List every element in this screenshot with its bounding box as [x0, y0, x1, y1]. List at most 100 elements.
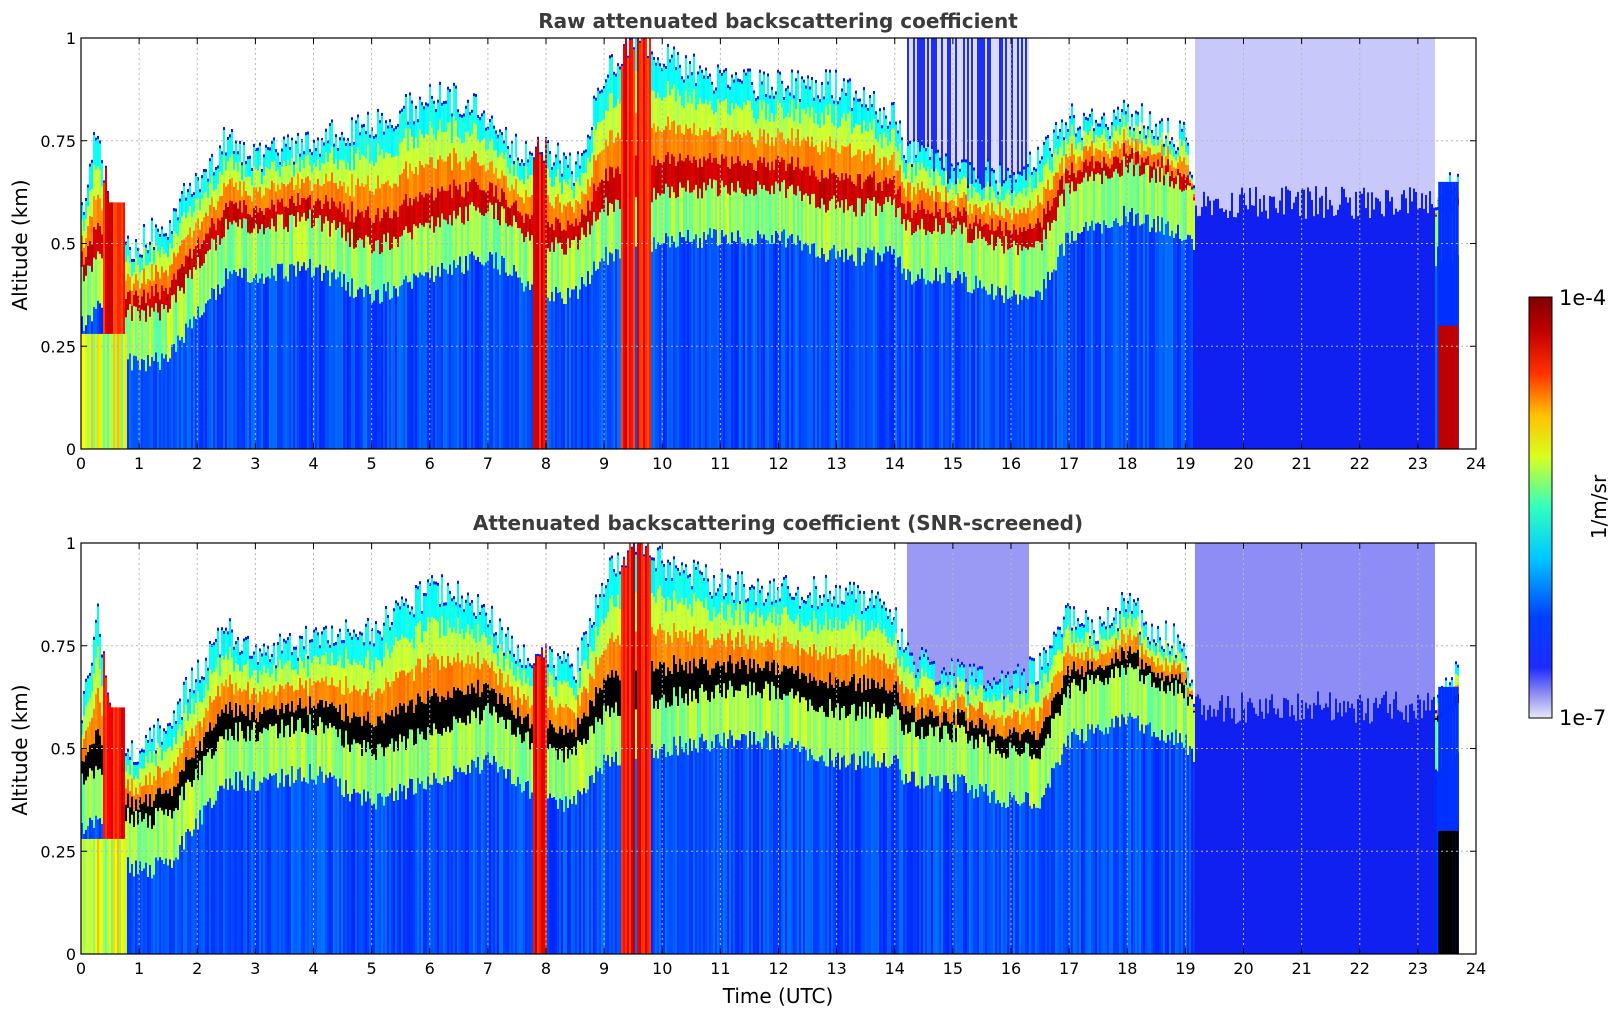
- heatmap-cell: [503, 158, 505, 176]
- heatmap-cell: [1433, 207, 1435, 449]
- heatmap-column: [1091, 108, 1093, 449]
- heatmap-cell: [955, 183, 957, 195]
- heatmap-column: [231, 129, 233, 449]
- heatmap-cell: [1061, 175, 1063, 194]
- heatmap-cell: [1067, 232, 1069, 449]
- heatmap-cell: [1045, 163, 1047, 189]
- heatmap-cell: [385, 122, 387, 153]
- heatmap-cell: [783, 159, 785, 180]
- heatmap-cell: [221, 238, 223, 288]
- heatmap-cell: [285, 206, 287, 227]
- heatmap-cell: [411, 100, 413, 104]
- heatmap-cell: [1089, 146, 1091, 162]
- heatmap-cell: [295, 142, 297, 164]
- heatmap-cell: [1077, 143, 1079, 157]
- heatmap-cell: [751, 238, 753, 449]
- heatmap-column: [519, 163, 521, 449]
- heatmap-cell: [271, 180, 273, 200]
- heatmap-column: [779, 71, 781, 449]
- heatmap-column: [1229, 38, 1231, 449]
- heatmap-cell: [1327, 38, 1329, 210]
- heatmap-cell: [705, 129, 707, 161]
- heatmap-cell: [753, 92, 755, 119]
- heatmap-cell: [585, 194, 587, 216]
- heatmap-cell: [1055, 124, 1057, 149]
- heatmap-cell: [975, 181, 977, 193]
- heatmap-cell: [1137, 138, 1139, 152]
- heatmap-cell: [1025, 177, 1027, 181]
- heatmap-cell: [287, 136, 289, 161]
- heatmap-cell: [765, 166, 767, 191]
- heatmap-cell: [417, 201, 419, 229]
- heatmap-cell: [1087, 181, 1089, 231]
- heatmap-cell: [1059, 128, 1061, 132]
- heatmap-cell: [1009, 174, 1011, 178]
- heatmap-cell: [275, 171, 277, 192]
- heatmap-cell: [711, 237, 713, 449]
- heatmap-cell: [823, 204, 825, 254]
- heatmap-cell: [191, 194, 193, 198]
- heatmap-column: [827, 81, 829, 449]
- heatmap-cell: [133, 306, 135, 356]
- heatmap-cell: [725, 156, 727, 186]
- heatmap-cell: [1013, 240, 1015, 291]
- heatmap-column: [1385, 38, 1387, 449]
- heatmap-cell: [281, 198, 283, 215]
- heatmap-cell: [745, 74, 747, 106]
- heatmap-cell: [963, 222, 965, 272]
- heatmap-cell: [291, 139, 293, 159]
- heatmap-cell: [773, 121, 775, 146]
- heatmap-cell: [1179, 122, 1181, 140]
- heatmap-cell: [129, 304, 131, 354]
- heatmap-cell: [287, 281, 289, 449]
- heatmap-cell: [349, 170, 351, 197]
- heatmap-cell: [985, 187, 987, 206]
- heatmap-cell: [767, 162, 769, 192]
- heatmap-cell: [457, 109, 459, 113]
- heatmap-cell: [629, 38, 631, 41]
- heatmap-cell: [1175, 176, 1177, 185]
- heatmap-column: [625, 38, 627, 449]
- heatmap-cell: [281, 214, 283, 264]
- heatmap-column: [1221, 38, 1223, 449]
- heatmap-column: [1143, 125, 1145, 449]
- heatmap-cell: [883, 204, 885, 254]
- heatmap-cell: [717, 64, 719, 68]
- heatmap-column: [917, 38, 919, 449]
- heatmap-cell: [261, 168, 263, 172]
- heatmap-cell: [933, 168, 935, 172]
- heatmap-cell: [311, 152, 313, 156]
- heatmap-cell: [1001, 38, 1003, 186]
- heatmap-cell: [137, 360, 139, 449]
- heatmap-cell: [319, 153, 321, 157]
- heatmap-cell: [375, 136, 377, 163]
- heatmap-cell: [319, 215, 321, 265]
- heatmap-column: [1225, 38, 1227, 449]
- heatmap-cell: [469, 253, 471, 449]
- heatmap-cell: [857, 125, 859, 150]
- heatmap-cell: [471, 202, 473, 252]
- heatmap-cell: [973, 204, 975, 223]
- heatmap-column: [1407, 38, 1409, 449]
- heatmap-cell: [987, 181, 989, 203]
- heatmap-cell: [1081, 161, 1083, 172]
- heatmap-column: [1399, 38, 1401, 449]
- heatmap-cell: [239, 219, 241, 269]
- heatmap-column: [1115, 116, 1117, 449]
- heatmap-column: [459, 113, 461, 449]
- heatmap-cell: [115, 333, 117, 449]
- heatmap-cell: [655, 199, 657, 249]
- heatmap-cell: [383, 283, 385, 449]
- heatmap-column: [811, 77, 813, 449]
- heatmap-cell: [1111, 137, 1113, 151]
- heatmap-cell: [215, 189, 217, 210]
- heatmap-cell: [213, 239, 215, 289]
- heatmap-cell: [875, 215, 877, 266]
- heatmap-cell: [223, 183, 225, 210]
- heatmap-cell: [355, 216, 357, 248]
- heatmap-cell: [869, 174, 871, 201]
- heatmap-cell: [1017, 171, 1019, 175]
- heatmap-column: [1255, 38, 1257, 449]
- heatmap-cell: [1095, 223, 1097, 449]
- heatmap-cell: [743, 243, 745, 449]
